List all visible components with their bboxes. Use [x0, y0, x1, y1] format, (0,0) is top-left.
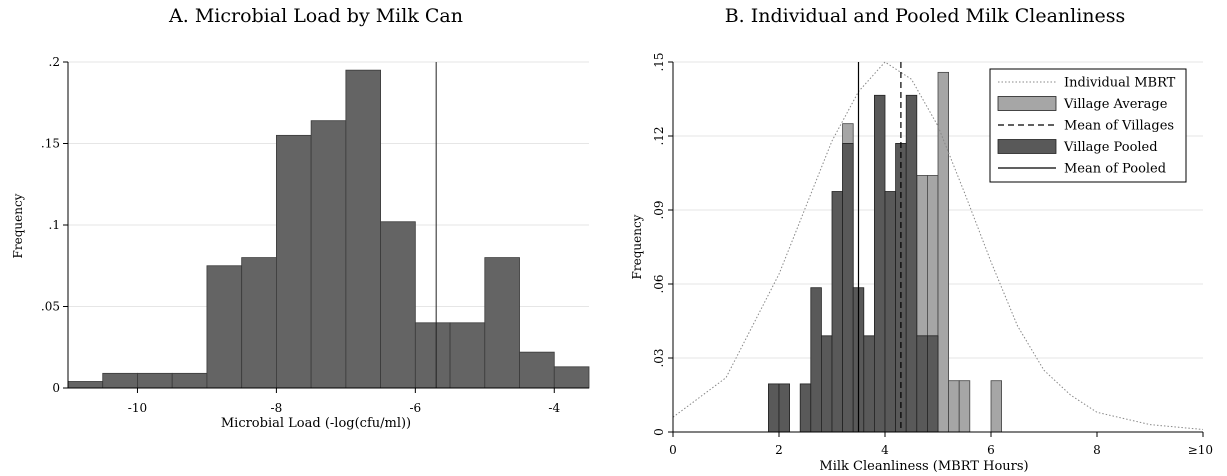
village-pooled-bar	[821, 335, 833, 433]
village-pooled-bar	[810, 287, 822, 433]
x-tick-label: -10	[128, 401, 147, 415]
y-tick-label: .15	[41, 137, 60, 151]
x-tick-label: -6	[409, 401, 421, 415]
legend-label: Mean of Villages	[1064, 119, 1174, 134]
x-tick-label: 6	[987, 443, 995, 457]
village-pooled-bar	[863, 335, 875, 433]
y-tick-label: .03	[652, 348, 666, 367]
y-tick-label: .1	[49, 218, 60, 232]
x-tick-label: ≥10	[1188, 443, 1213, 457]
panel-b: B. Individual and Pooled Milk Cleanlines…	[630, 5, 1213, 474]
legend-swatch	[997, 96, 1057, 111]
x-tick-label: 8	[1093, 443, 1101, 457]
village-pooled-bar	[905, 94, 918, 433]
panel-b-vlines	[857, 62, 902, 432]
panel-a-xlabel: Microbial Load (-log(cfu/ml))	[221, 416, 411, 431]
histogram-bar	[519, 351, 555, 389]
histogram-bar	[241, 257, 277, 389]
panel-a-bars	[67, 69, 590, 389]
village-pooled-bar	[874, 94, 886, 433]
panel-b-curve	[672, 61, 1204, 430]
y-tick-label: .05	[41, 300, 60, 314]
panel-b-xlabel: Milk Cleanliness (MBRT Hours)	[819, 459, 1028, 474]
panel-a: A. Microbial Load by Milk Can -10 -8 -6 -4 …	[11, 5, 590, 431]
panel-b-xticks: 0 2 4 6 8 ≥10	[669, 432, 1213, 457]
village-pooled-bar	[799, 383, 812, 433]
village-average-bar	[937, 71, 950, 433]
legend-label: Mean of Pooled	[1064, 162, 1166, 177]
panel-b-yticks: 0 .03 .06 .09 .12 .15	[652, 52, 673, 436]
y-tick-label: .12	[652, 126, 666, 145]
village-pooled-bar	[916, 335, 928, 433]
histogram-bar	[102, 372, 138, 389]
village-pooled-bar	[768, 383, 780, 433]
y-tick-label: .09	[652, 200, 666, 219]
histogram-bar	[414, 322, 451, 389]
village-pooled-bar	[927, 335, 939, 433]
y-tick-label: 0	[52, 381, 60, 395]
y-tick-label: .15	[652, 52, 666, 71]
histogram-bar	[310, 120, 347, 389]
histogram-bar	[206, 265, 243, 389]
village-pooled-bar	[831, 191, 844, 433]
y-tick-label: .2	[49, 55, 60, 69]
legend-label: Village Pooled	[1063, 140, 1158, 155]
panel-a-xticks: -10 -8 -6 -4	[128, 388, 560, 415]
x-tick-label: 4	[881, 443, 889, 457]
village-pooled-bar	[884, 191, 897, 433]
village-average-bar	[948, 380, 960, 433]
y-tick-label: .06	[652, 274, 666, 293]
x-tick-label: -8	[271, 401, 283, 415]
panel-b-ylabel: Frequency	[630, 214, 644, 279]
histogram-bar	[380, 221, 416, 389]
panel-a-yticks: 0 .05 .1 .15 .2	[41, 55, 68, 395]
histogram-bar	[449, 322, 486, 389]
panel-a-title: A. Microbial Load by Milk Can	[168, 5, 463, 27]
legend-label: Village Average	[1063, 97, 1168, 112]
histogram-bar	[553, 366, 590, 389]
panel-a-ylabel: Frequency	[11, 193, 25, 258]
legend-label: Individual MBRT	[1064, 76, 1176, 91]
histogram-bar	[275, 134, 312, 389]
village-average-bar	[990, 380, 1003, 433]
histogram-bar	[345, 69, 382, 389]
village-pooled-bar	[778, 383, 791, 433]
histogram-bar	[484, 257, 520, 389]
x-tick-label: -4	[548, 401, 560, 415]
panel-b-pooled-bars	[768, 94, 939, 433]
panel-b-title: B. Individual and Pooled Milk Cleanlines…	[725, 5, 1126, 27]
x-tick-label: 2	[775, 443, 783, 457]
panel-b-legend: Individual MBRT Village Average Mean of Vi…	[989, 68, 1187, 183]
panel-b-axes	[672, 62, 1203, 433]
histogram-bar	[171, 372, 208, 389]
histogram-bar	[137, 372, 173, 389]
histogram-bar	[67, 381, 104, 389]
y-tick-label: 0	[652, 428, 666, 436]
individual-mbrt-curve	[672, 61, 1204, 430]
legend-swatch	[997, 139, 1057, 154]
x-tick-label: 0	[669, 443, 677, 457]
village-average-bar	[958, 380, 971, 433]
village-pooled-bar	[842, 142, 854, 433]
